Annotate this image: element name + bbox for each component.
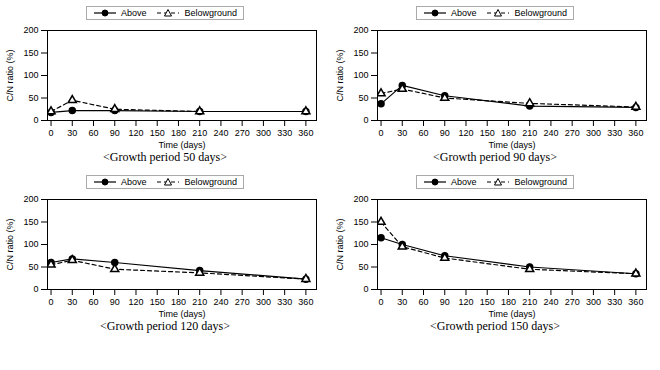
svg-text:120: 120 <box>128 297 143 307</box>
html-text:Belowground: Belowground <box>184 177 237 187</box>
svg-text:270: 270 <box>564 297 579 307</box>
svg-text:C/N ratio (%): C/N ratio (%) <box>334 218 344 270</box>
svg-text:90: 90 <box>109 128 119 138</box>
svg-text:C/N ratio (%): C/N ratio (%) <box>4 49 14 101</box>
svg-text:0: 0 <box>48 128 53 138</box>
svg-text:210: 210 <box>522 297 537 307</box>
svg-text:300: 300 <box>255 128 270 138</box>
svg-text:100: 100 <box>23 70 38 80</box>
html-text:Above: Above <box>451 8 477 18</box>
svg-text:360: 360 <box>298 128 313 138</box>
svg-text:30: 30 <box>397 297 407 307</box>
svg-text:Time (days): Time (days) <box>488 140 535 150</box>
svg-text:200: 200 <box>23 194 38 204</box>
svg-text:150: 150 <box>479 297 494 307</box>
svg-text:150: 150 <box>23 217 38 227</box>
svg-text:200: 200 <box>353 25 368 35</box>
svg-text:100: 100 <box>23 239 38 249</box>
svg-text:150: 150 <box>353 217 368 227</box>
html-text:Belowground: Belowground <box>514 8 567 18</box>
svg-text:360: 360 <box>628 128 643 138</box>
html-text:Above: Above <box>121 8 147 18</box>
svg-text:60: 60 <box>88 128 98 138</box>
svg-text:0: 0 <box>363 284 368 294</box>
svg-text:210: 210 <box>192 128 207 138</box>
svg-text:0: 0 <box>378 128 383 138</box>
svg-text:270: 270 <box>564 128 579 138</box>
svg-text:90: 90 <box>439 297 449 307</box>
svg-text:270: 270 <box>234 128 249 138</box>
svg-text:240: 240 <box>213 128 228 138</box>
svg-text:330: 330 <box>277 297 292 307</box>
html-text:Belowground: Belowground <box>514 177 567 187</box>
html-text:Belowground: Belowground <box>184 8 237 18</box>
svg-text:60: 60 <box>88 297 98 307</box>
svg-text:30: 30 <box>397 128 407 138</box>
svg-text:0: 0 <box>378 297 383 307</box>
svg-text:150: 150 <box>353 48 368 58</box>
svg-text:200: 200 <box>353 194 368 204</box>
svg-text:120: 120 <box>128 128 143 138</box>
svg-text:180: 180 <box>170 128 185 138</box>
svg-text:90: 90 <box>109 297 119 307</box>
svg-text:50: 50 <box>28 93 38 103</box>
svg-text:150: 150 <box>149 297 164 307</box>
svg-text:50: 50 <box>28 262 38 272</box>
svg-text:240: 240 <box>543 128 558 138</box>
svg-text:240: 240 <box>543 297 558 307</box>
html-text:<Growth period 90 days>: <Growth period 90 days> <box>433 150 557 164</box>
svg-text:Time (days): Time (days) <box>158 140 205 150</box>
svg-text:330: 330 <box>607 128 622 138</box>
svg-text:330: 330 <box>607 297 622 307</box>
html-text:<Growth period 120 days>: <Growth period 120 days> <box>100 319 230 333</box>
svg-text:0: 0 <box>33 284 38 294</box>
svg-text:50: 50 <box>358 93 368 103</box>
svg-text:100: 100 <box>353 239 368 249</box>
svg-text:180: 180 <box>500 297 515 307</box>
svg-text:210: 210 <box>522 128 537 138</box>
svg-text:180: 180 <box>170 297 185 307</box>
svg-text:0: 0 <box>33 115 38 125</box>
svg-text:330: 330 <box>277 128 292 138</box>
svg-text:Time (days): Time (days) <box>488 309 535 319</box>
html-text:<Growth period 50 days>: <Growth period 50 days> <box>103 150 227 164</box>
html-text:Above: Above <box>451 177 477 187</box>
svg-text:360: 360 <box>298 297 313 307</box>
svg-text:150: 150 <box>479 128 494 138</box>
svg-text:90: 90 <box>439 128 449 138</box>
svg-text:60: 60 <box>418 297 428 307</box>
svg-text:120: 120 <box>458 128 473 138</box>
svg-text:150: 150 <box>149 128 164 138</box>
html-text:Above: Above <box>121 177 147 187</box>
svg-text:300: 300 <box>585 128 600 138</box>
svg-text:50: 50 <box>358 262 368 272</box>
svg-text:0: 0 <box>363 115 368 125</box>
svg-text:C/N ratio (%): C/N ratio (%) <box>334 49 344 101</box>
svg-text:30: 30 <box>67 297 77 307</box>
svg-text:270: 270 <box>234 297 249 307</box>
svg-text:150: 150 <box>23 48 38 58</box>
svg-text:240: 240 <box>213 297 228 307</box>
svg-text:Time (days): Time (days) <box>158 309 205 319</box>
svg-text:0: 0 <box>48 297 53 307</box>
svg-text:300: 300 <box>255 297 270 307</box>
svg-text:120: 120 <box>458 297 473 307</box>
svg-text:300: 300 <box>585 297 600 307</box>
html-text:<Growth period 150 days>: <Growth period 150 days> <box>430 319 560 333</box>
svg-text:30: 30 <box>67 128 77 138</box>
svg-text:210: 210 <box>192 297 207 307</box>
svg-text:C/N ratio (%): C/N ratio (%) <box>4 218 14 270</box>
svg-text:360: 360 <box>628 297 643 307</box>
svg-text:100: 100 <box>353 70 368 80</box>
svg-text:60: 60 <box>418 128 428 138</box>
svg-text:180: 180 <box>500 128 515 138</box>
svg-text:200: 200 <box>23 25 38 35</box>
